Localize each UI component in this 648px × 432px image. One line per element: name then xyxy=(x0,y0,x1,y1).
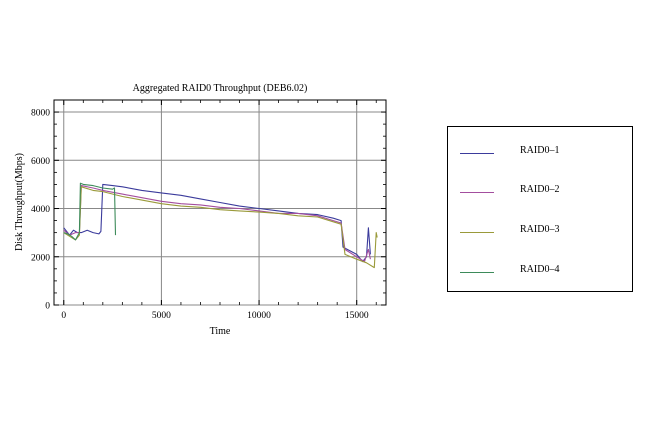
legend-label-raid0-2: RAID0–2 xyxy=(520,184,560,195)
series-line-raid0-1 xyxy=(63,183,371,263)
chart-title: Aggregated RAID0 Throughput (DEB6.02) xyxy=(133,83,308,94)
x-tick-label: 15000 xyxy=(345,311,369,321)
y-tick-label: 2000 xyxy=(31,253,50,263)
series-line-raid0-4 xyxy=(63,182,117,241)
y-axis-label: Disk Throughput(Mbps) xyxy=(14,153,25,251)
y-tick-label: 0 xyxy=(45,302,50,312)
legend-item-raid0-1: RAID0–1 xyxy=(456,145,626,161)
legend-label-raid0-3: RAID0–3 xyxy=(520,224,560,235)
legend-label-raid0-1: RAID0–1 xyxy=(520,145,560,156)
y-tick-label: 4000 xyxy=(31,205,50,215)
legend-swatch-raid0-1 xyxy=(460,153,494,154)
legend-item-raid0-4: RAID0–4 xyxy=(456,264,626,280)
legend: RAID0–1 RAID0–2 RAID0–3 RAID0–4 xyxy=(447,126,633,292)
x-tick-label: 5000 xyxy=(152,311,171,321)
x-tick-label: 10000 xyxy=(247,311,271,321)
x-tick-label: 0 xyxy=(61,311,66,321)
series-line-raid0-2 xyxy=(63,185,371,263)
legend-swatch-raid0-2 xyxy=(460,192,494,193)
y-tick-label: 8000 xyxy=(31,109,50,119)
legend-item-raid0-3: RAID0–3 xyxy=(456,224,626,240)
series-layer xyxy=(63,182,378,269)
legend-swatch-raid0-4 xyxy=(460,272,494,273)
x-axis-label: Time xyxy=(210,326,231,337)
axis-ticks: 0 5000 10000 15000 0 2000 4000 6000 8000 xyxy=(31,99,386,321)
legend-item-raid0-2: RAID0–2 xyxy=(456,184,626,200)
series-line-raid0-3 xyxy=(63,186,378,269)
legend-swatch-raid0-3 xyxy=(460,232,494,233)
legend-label-raid0-4: RAID0–4 xyxy=(520,264,560,275)
y-tick-label: 6000 xyxy=(31,157,50,167)
